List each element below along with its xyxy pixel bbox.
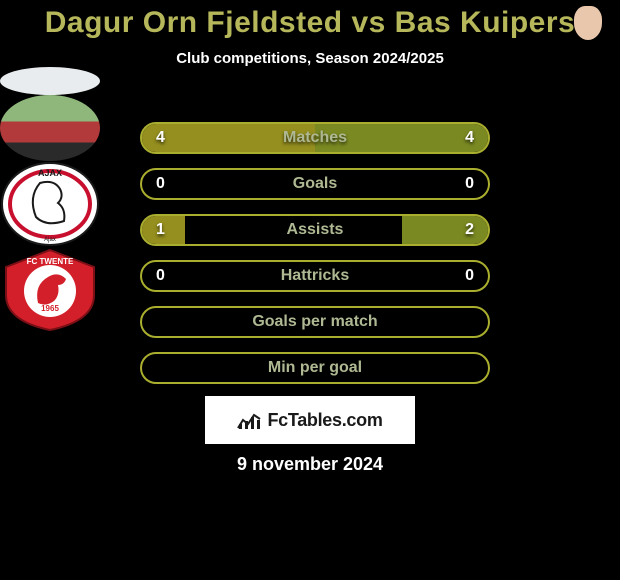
stat-label: Min per goal	[142, 359, 488, 377]
fctables-icon	[237, 410, 261, 430]
stat-row: 00Goals	[140, 168, 490, 200]
stat-label: Matches	[142, 129, 488, 147]
svg-text:FC TWENTE: FC TWENTE	[27, 257, 74, 266]
avatar-right	[0, 95, 100, 161]
page-title: Dagur Orn Fjeldsted vs Bas Kuipers	[0, 0, 620, 40]
club-badge-left: AJAX Ajax	[0, 161, 100, 247]
stat-row: 00Hattricks	[140, 260, 490, 292]
svg-text:1965: 1965	[41, 304, 59, 313]
subtitle: Club competitions, Season 2024/2025	[0, 50, 620, 67]
footer-attribution: FcTables.com	[205, 396, 415, 444]
stat-row: 44Matches	[140, 122, 490, 154]
stat-rows: 44Matches 00Goals 12Assists 00Hattricks Goal…	[140, 122, 490, 398]
stat-label: Hattricks	[142, 267, 488, 285]
stat-row: 12Assists	[140, 214, 490, 246]
date-label: 9 november 2024	[0, 454, 620, 475]
stat-label: Goals	[142, 175, 488, 193]
club-badge-right: FC TWENTE 1965	[0, 247, 100, 333]
stat-row: Goals per match	[140, 306, 490, 338]
stat-label: Assists	[142, 221, 488, 239]
stat-label: Goals per match	[142, 313, 488, 331]
svg-text:AJAX: AJAX	[38, 168, 62, 178]
svg-text:Ajax: Ajax	[44, 237, 56, 243]
stat-row: Min per goal	[140, 352, 490, 384]
avatar-left	[0, 67, 100, 95]
footer-label: FcTables.com	[267, 410, 382, 431]
